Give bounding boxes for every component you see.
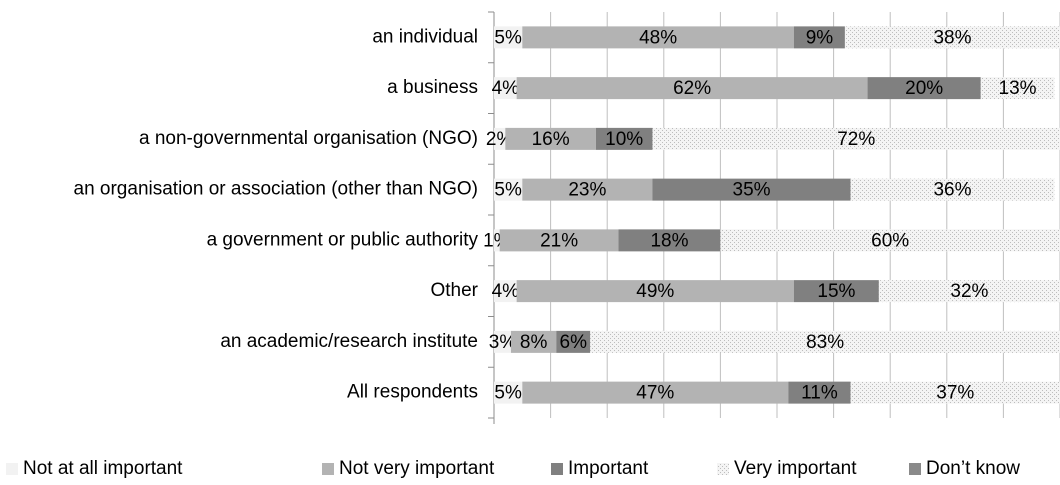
data-label: 38% — [933, 27, 971, 48]
data-label: 18% — [650, 230, 688, 251]
legend-swatch — [551, 463, 563, 475]
bar-segment — [494, 127, 506, 150]
data-label: 48% — [639, 27, 677, 48]
legend-swatch — [909, 463, 921, 475]
legend-swatch — [717, 463, 729, 475]
category-label: an academic/research institute — [220, 331, 478, 352]
data-label: 16% — [532, 129, 570, 150]
bar-segment — [793, 280, 879, 303]
data-label: 11% — [801, 383, 838, 404]
bar-segment — [850, 178, 1055, 201]
bar-segment — [499, 229, 619, 252]
bar-segment — [720, 229, 1060, 252]
data-label: 10% — [605, 129, 643, 150]
category-label: an organisation or association (other th… — [74, 179, 479, 200]
legend-label: Important — [568, 458, 649, 479]
data-label: 6% — [560, 332, 588, 353]
data-label: 35% — [733, 180, 771, 201]
data-label: 47% — [636, 383, 674, 404]
legend-label: Not very important — [339, 458, 495, 479]
bar-segment — [980, 77, 1055, 100]
bar-segment — [522, 26, 794, 49]
bar-segment — [494, 178, 523, 201]
bar-segment — [618, 229, 721, 252]
data-label: 5% — [494, 383, 522, 404]
bar-segment — [494, 330, 511, 353]
category-label: a non-governmental organisation (NGO) — [139, 128, 478, 149]
bar-segment — [494, 280, 517, 303]
data-label: 13% — [999, 78, 1037, 99]
bar-segment — [878, 280, 1060, 303]
legend-label: Don’t know — [926, 458, 1020, 479]
category-label: a government or public authority — [207, 229, 479, 250]
data-label: 37% — [936, 383, 974, 404]
data-label: 36% — [933, 180, 971, 201]
data-label: 60% — [871, 230, 909, 251]
legend-swatch — [322, 463, 334, 475]
bar-segment — [652, 127, 1060, 150]
legend-label: Very important — [734, 458, 857, 479]
data-label: 21% — [540, 230, 578, 251]
bar-segment — [595, 127, 653, 150]
bar-segment — [788, 381, 851, 404]
category-label: Other — [430, 280, 478, 301]
data-label: 15% — [817, 281, 855, 302]
bar-segment — [522, 381, 789, 404]
bar-segment — [510, 330, 557, 353]
legend-label: Not at all important — [23, 458, 183, 479]
data-label: 4% — [492, 281, 520, 302]
data-label: 49% — [636, 281, 674, 302]
data-label: 5% — [494, 180, 522, 201]
bar-segment — [867, 77, 981, 100]
bar-segment — [844, 26, 1060, 49]
bar-segment — [590, 330, 1060, 353]
category-label: a business — [387, 77, 478, 98]
data-label: 5% — [494, 27, 522, 48]
data-label: 8% — [520, 332, 548, 353]
bar-segment — [494, 229, 500, 252]
data-label: 4% — [492, 78, 520, 99]
data-label: 62% — [673, 78, 711, 99]
bar-segment — [522, 178, 653, 201]
bar-segment — [494, 26, 523, 49]
data-label: 32% — [950, 281, 988, 302]
bar-segment — [556, 330, 591, 353]
bar-segment — [793, 26, 845, 49]
data-label: 3% — [489, 332, 517, 353]
data-label: 72% — [837, 129, 875, 150]
bar-segment — [494, 77, 517, 100]
bar-segment — [516, 280, 794, 303]
legend-swatch — [6, 463, 18, 475]
bar-segment — [494, 381, 523, 404]
bar-segment — [652, 178, 851, 201]
data-label: 20% — [905, 78, 943, 99]
bar-segment — [505, 127, 596, 150]
data-label: 9% — [806, 27, 834, 48]
bar-segment — [516, 77, 868, 100]
category-label: an individual — [372, 26, 478, 47]
data-label: 83% — [806, 332, 844, 353]
category-label: All respondents — [347, 382, 478, 403]
data-label: 23% — [568, 180, 606, 201]
bar-segment — [850, 381, 1060, 404]
